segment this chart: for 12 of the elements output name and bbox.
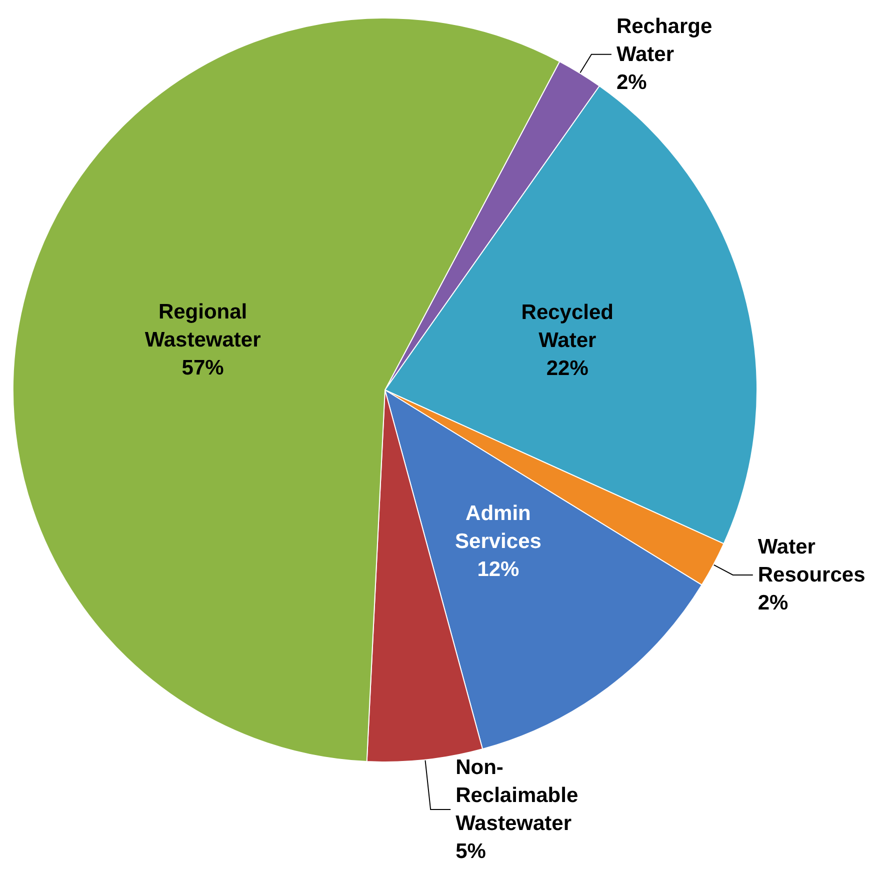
data-label: 22% <box>546 356 589 380</box>
slice-label: Regional Wastewater <box>144 300 261 352</box>
slice-label: Water Resources <box>758 535 866 586</box>
data-label: 2% <box>758 591 789 614</box>
slice-label: Non-Reclaimable Wastewater <box>456 756 578 836</box>
slice-label: Recharge Water <box>616 14 712 66</box>
data-label: 57% <box>182 356 224 380</box>
slice-label: Recycled Water <box>521 300 614 352</box>
data-label: 12% <box>477 558 520 581</box>
data-label: 2% <box>616 70 648 94</box>
slice-label: Admin Services <box>455 502 542 553</box>
data-label: 5% <box>456 840 486 864</box>
